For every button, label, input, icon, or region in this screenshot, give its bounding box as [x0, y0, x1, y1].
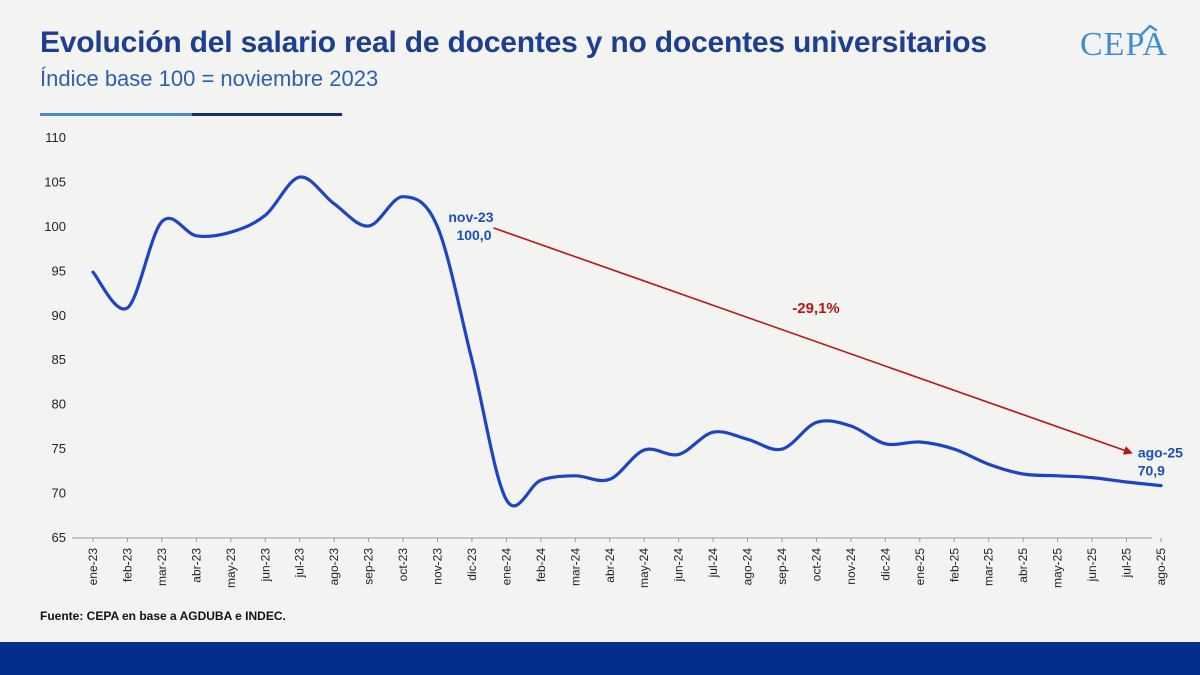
y-tick-label: 70 [52, 486, 66, 501]
y-tick-label: 100 [44, 219, 66, 234]
x-tick-label: may-24 [637, 548, 651, 588]
y-tick-label: 90 [52, 308, 66, 323]
x-tick-label: ago-24 [741, 548, 755, 586]
y-tick-label: 75 [52, 441, 66, 456]
x-tick-label: jun-23 [258, 548, 272, 583]
x-tick-label: oct-24 [809, 548, 823, 582]
footer-bar [0, 642, 1200, 675]
x-tick-label: jun-25 [1085, 548, 1099, 583]
x-tick-label: may-25 [1051, 548, 1065, 588]
x-tick-label: nov-24 [844, 548, 858, 585]
annotation-end-value: 70,9 [1138, 463, 1165, 479]
x-tick-label: feb-24 [534, 548, 548, 582]
header-rule-light [40, 113, 192, 116]
cepa-logo: CEPA [1080, 26, 1168, 63]
line-chart: 110 105 100 95 90 85 80 75 70 65 ene-23 feb-23 mar-… [44, 130, 1183, 588]
x-tick-label: feb-25 [947, 548, 961, 582]
y-tick-label: 80 [52, 397, 66, 412]
y-tick-label: 95 [52, 263, 66, 278]
y-tick-label: 85 [52, 352, 66, 367]
header-rule-dark [192, 113, 342, 116]
x-tick-label: ago-23 [327, 548, 341, 586]
x-tick-label: oct-23 [396, 548, 410, 582]
series-line-salario-real [91, 175, 1163, 508]
x-tick-label: feb-23 [120, 548, 134, 582]
page-subtitle: Índice base 100 = noviembre 2023 [40, 66, 379, 91]
x-tick-label: ene-25 [913, 548, 927, 586]
x-tick-label: abr-23 [189, 548, 203, 583]
annotation-start-value: 100,0 [456, 227, 491, 243]
x-tick-label: ene-23 [86, 548, 100, 586]
x-tick-label: mar-24 [568, 548, 582, 586]
x-tick-label: ene-24 [499, 548, 513, 586]
x-tick-label: dic-23 [465, 548, 479, 581]
x-tick-label: abr-24 [603, 548, 617, 583]
x-tick-label: jul-23 [293, 548, 307, 579]
y-tick-label: 105 [44, 174, 66, 189]
x-tick-label: sep-23 [362, 548, 376, 585]
x-tick-label: mar-23 [155, 548, 169, 586]
x-tick-label: ago-25 [1154, 548, 1168, 586]
y-axis: 110 105 100 95 90 85 80 75 70 65 [44, 130, 66, 545]
y-tick-label: 65 [52, 530, 66, 545]
x-tick-label: dic-24 [878, 548, 892, 581]
trend-arrow [493, 227, 1133, 455]
annotation-end-label: ago-25 [1138, 445, 1183, 461]
y-tick-label: 110 [45, 130, 66, 145]
x-axis: ene-23 feb-23 mar-23 abr-23 may-23 jun-23 jul-… [72, 537, 1168, 588]
x-tick-label: abr-25 [1016, 548, 1030, 583]
annotation-change: -29,1% [792, 300, 840, 317]
x-tick-label: may-23 [224, 548, 238, 588]
x-tick-label: mar-25 [982, 548, 996, 586]
annotation-start-label: nov-23 [448, 209, 493, 225]
x-tick-label: jun-24 [672, 548, 686, 583]
x-tick-label: sep-24 [775, 548, 789, 585]
x-tick-label: nov-23 [431, 548, 445, 585]
x-tick-label: jul-24 [706, 548, 720, 579]
source-note: Fuente: CEPA en base a AGDUBA e INDEC. [40, 609, 286, 623]
x-tick-label: jul-25 [1120, 548, 1134, 579]
page-title: Evolución del salario real de docentes y… [40, 26, 987, 59]
logo-arrow-icon [1140, 24, 1158, 36]
